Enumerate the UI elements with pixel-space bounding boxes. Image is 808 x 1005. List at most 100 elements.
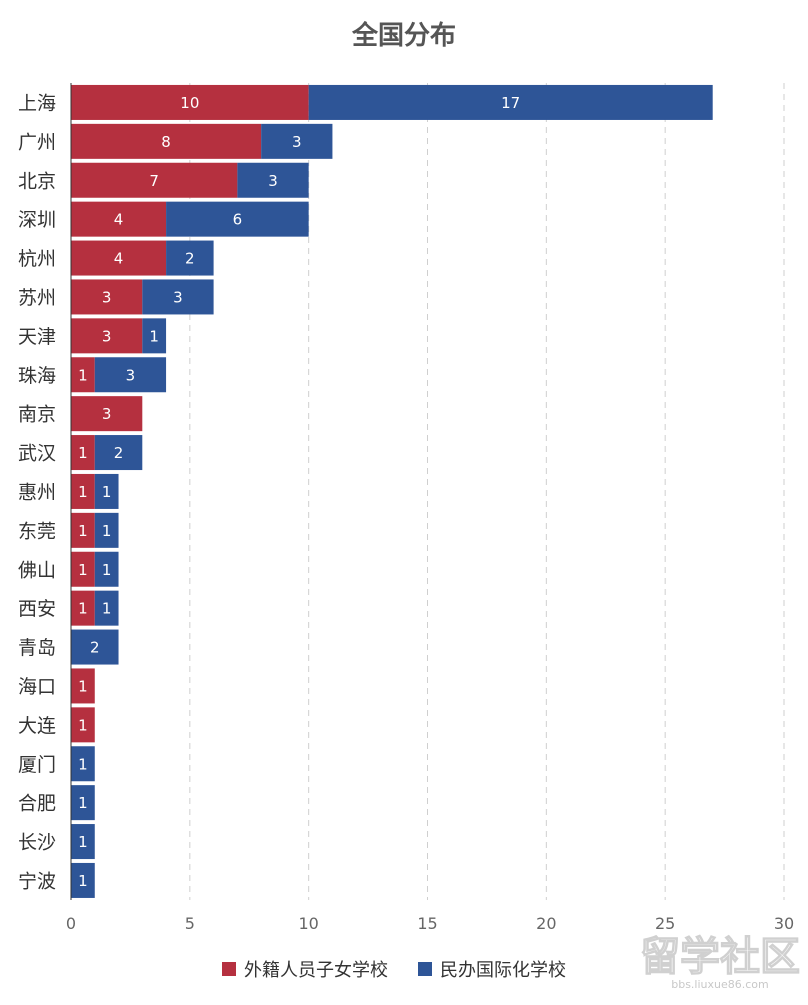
x-axis-ticks: 0 5 10 15 20 25 30 (66, 914, 794, 933)
bar-value-label: 3 (173, 288, 183, 306)
bar-value-label: 1 (78, 872, 88, 890)
watermark-text: 留学社区 (640, 934, 800, 980)
bar-segment (71, 396, 143, 432)
legend-swatch (222, 962, 236, 976)
bar-value-label: 3 (102, 327, 112, 345)
bar-value-label: 7 (149, 172, 159, 190)
bar-value-label: 6 (233, 211, 243, 229)
bar-value-label: 1 (102, 483, 112, 501)
bar-segment (166, 240, 214, 276)
bar-value-label: 1 (78, 755, 88, 773)
category-label: 青岛 (18, 637, 56, 659)
x-tick-label: 20 (536, 914, 556, 933)
bar-segment (71, 862, 95, 898)
bar-segment (71, 473, 95, 509)
bar-value-label: 1 (78, 794, 88, 812)
bar-value-label: 1 (78, 600, 88, 618)
bar-segment (142, 318, 167, 354)
bar-value-label: 1 (102, 522, 112, 540)
bar-value-label: 4 (114, 250, 124, 268)
category-label: 宁波 (18, 870, 56, 892)
chart-title: 全国分布 (351, 20, 456, 51)
bar-value-label: 1 (78, 366, 88, 384)
bar-value-label: 3 (102, 288, 112, 306)
bar-segment (71, 123, 262, 159)
bar-value-label: 1 (78, 833, 88, 851)
bar-value-label: 1 (149, 327, 159, 345)
bar-segment (237, 162, 309, 198)
bar-segment (71, 512, 95, 548)
bar-value-label: 3 (126, 366, 136, 384)
bar-value-label: 3 (292, 133, 302, 151)
category-label: 佛山 (18, 559, 56, 581)
bar-segment (71, 707, 95, 743)
bar-segment (94, 551, 119, 587)
bar-value-label: 1 (78, 522, 88, 540)
category-label: 珠海 (18, 365, 56, 387)
category-label: 杭州 (18, 248, 56, 270)
category-label: 长沙 (18, 832, 56, 854)
bar-segment (71, 162, 238, 198)
legend: 外籍人员子女学校 民办国际化学校 (222, 960, 566, 981)
bar-value-label: 8 (161, 133, 171, 151)
category-label: 苏州 (18, 287, 56, 309)
category-label: 合肥 (18, 793, 56, 815)
bar-value-label: 1 (102, 600, 112, 618)
bar-segment (71, 318, 143, 354)
bar-value-label: 2 (90, 639, 100, 657)
watermark-url: bbs.liuxue86.com (671, 978, 769, 991)
bar-segment (308, 84, 713, 120)
category-label: 惠州 (18, 481, 56, 503)
bar-value-label: 1 (102, 561, 112, 579)
category-label: 天津 (18, 326, 56, 348)
bar-value-label: 2 (114, 444, 124, 462)
bar-segment (71, 824, 95, 860)
x-tick-label: 0 (66, 914, 76, 933)
bar-segment (94, 435, 143, 471)
bar-value-label: 4 (114, 211, 124, 229)
legend-swatch (418, 962, 432, 976)
bar-segment (71, 668, 95, 704)
category-label: 武汉 (18, 443, 56, 465)
category-label: 深圳 (18, 209, 56, 231)
legend-label: 外籍人员子女学校 (244, 960, 388, 981)
bar-value-label: 2 (185, 250, 195, 268)
category-label: 南京 (18, 404, 56, 426)
category-label: 厦门 (18, 754, 56, 776)
category-label: 广州 (18, 131, 56, 153)
x-tick-label: 10 (298, 914, 318, 933)
bar-value-label: 1 (78, 561, 88, 579)
category-label: 海口 (18, 676, 56, 698)
watermark-logo: 留学社区 bbs.liuxue86.com (639, 933, 800, 991)
category-label: 东莞 (18, 520, 56, 542)
bar-segment (71, 240, 167, 276)
bar-segment (94, 512, 119, 548)
bar-segment (71, 357, 95, 393)
bar-segment (71, 279, 143, 315)
bar-segment (94, 357, 167, 393)
x-tick-label: 25 (655, 914, 675, 933)
category-labels: 上海广州北京深圳杭州苏州天津珠海南京武汉惠州东莞佛山西安青岛海口大连厦门合肥长沙… (18, 92, 56, 892)
x-tick-label: 5 (185, 914, 195, 933)
bar-value-label: 1 (78, 483, 88, 501)
bar-segment (71, 785, 95, 821)
bar-value-label: 1 (78, 444, 88, 462)
bar-segment (142, 279, 214, 315)
category-label: 西安 (18, 598, 56, 620)
bar-segment (71, 84, 309, 120)
bar-value-label: 3 (268, 172, 278, 190)
bar-segment (71, 590, 95, 626)
bar-segment (71, 201, 167, 237)
x-tick-label: 15 (417, 914, 437, 933)
x-tick-label: 30 (774, 914, 794, 933)
bar-segment (166, 201, 309, 237)
category-label: 北京 (18, 170, 56, 192)
bar-value-label: 1 (78, 716, 88, 734)
bar-value-label: 10 (180, 94, 199, 112)
category-label: 上海 (18, 92, 56, 114)
bar-segment (94, 473, 119, 509)
bar-segment (71, 551, 95, 587)
category-label: 大连 (18, 715, 56, 737)
